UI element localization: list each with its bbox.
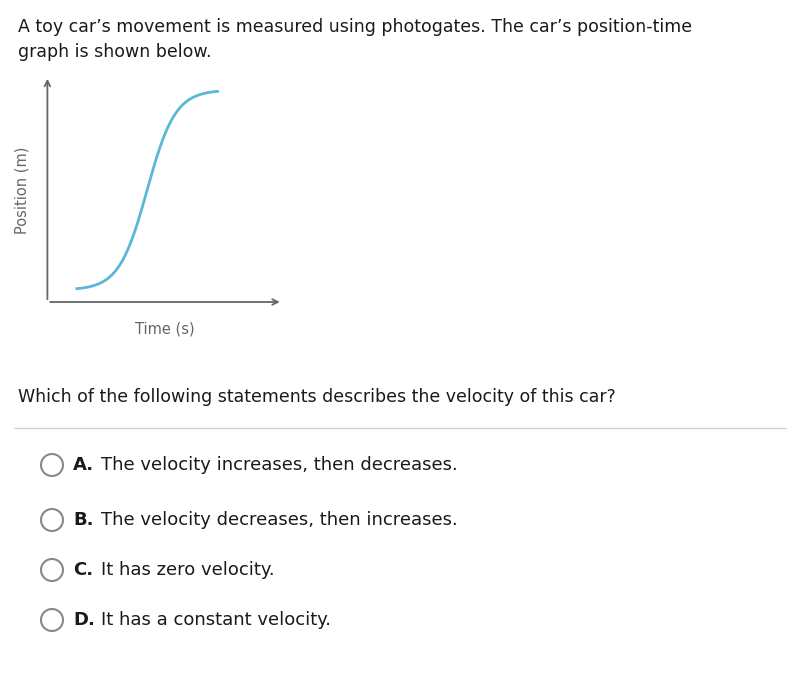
Text: C.: C.: [73, 561, 93, 579]
Text: Position (m): Position (m): [14, 146, 30, 234]
Text: The velocity decreases, then increases.: The velocity decreases, then increases.: [101, 511, 458, 529]
Text: It has a constant velocity.: It has a constant velocity.: [101, 611, 331, 629]
Text: The velocity increases, then decreases.: The velocity increases, then decreases.: [101, 456, 458, 474]
Text: A toy car’s movement is measured using photogates. The car’s position-time
graph: A toy car’s movement is measured using p…: [18, 18, 692, 61]
Text: Time (s): Time (s): [135, 322, 195, 337]
Text: It has zero velocity.: It has zero velocity.: [101, 561, 274, 579]
Text: B.: B.: [73, 511, 94, 529]
Text: D.: D.: [73, 611, 95, 629]
Text: A.: A.: [73, 456, 94, 474]
Text: Which of the following statements describes the velocity of this car?: Which of the following statements descri…: [18, 388, 616, 406]
